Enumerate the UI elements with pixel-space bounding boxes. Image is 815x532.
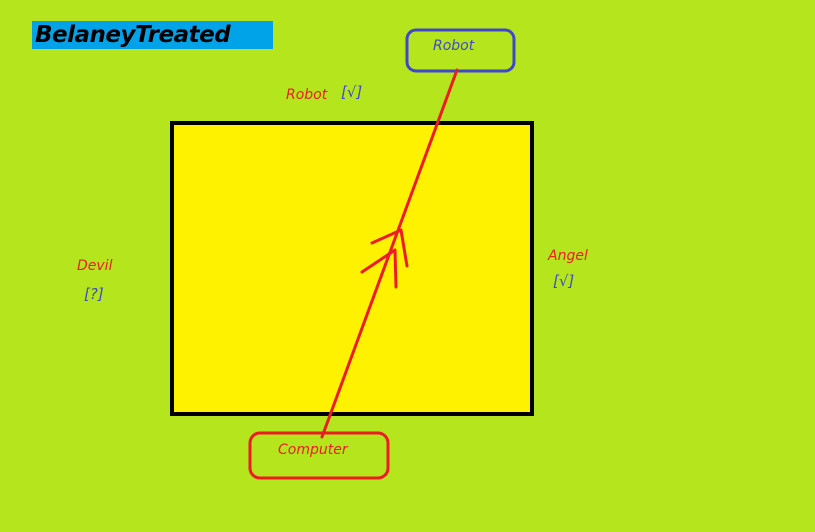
computer-node-label: Computer xyxy=(278,442,348,458)
top-side-mark: [√] xyxy=(341,83,362,101)
central-square xyxy=(172,123,532,414)
top-side-label: Robot xyxy=(286,87,327,103)
robot-node-label: Robot xyxy=(433,38,474,54)
left-side-label: Devil xyxy=(77,258,112,274)
right-side-mark: [√] xyxy=(553,272,574,290)
right-side-label: Angel xyxy=(548,248,588,264)
left-side-mark: [?] xyxy=(84,285,104,303)
